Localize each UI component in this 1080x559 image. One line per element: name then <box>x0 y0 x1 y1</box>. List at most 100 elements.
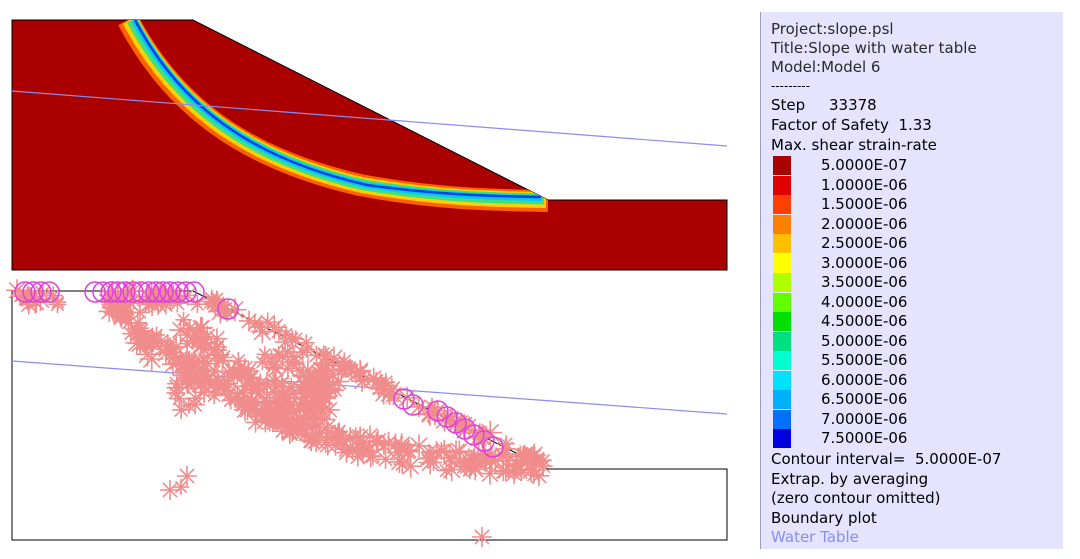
water-table-line-top <box>11 90 728 147</box>
slope-domain <box>11 19 728 271</box>
plastic-circle <box>84 281 106 303</box>
plastic-star <box>305 389 330 414</box>
plastic-star <box>297 407 319 428</box>
plastic-star <box>439 408 462 432</box>
plastic-star <box>376 449 395 469</box>
level-label: 4.0000E-06 <box>821 292 908 311</box>
plastic-star <box>206 328 228 350</box>
plastic-star <box>203 338 228 362</box>
level-swatch <box>773 195 791 214</box>
quantity-label: Max. shear strain-rate <box>771 136 937 154</box>
plastic-star <box>185 388 206 409</box>
plastic-star <box>407 434 431 458</box>
fos-label: Factor of Safety <box>771 116 889 134</box>
fos-row: Factor of Safety 1.33 <box>771 116 932 135</box>
step-value: 33378 <box>829 96 877 114</box>
plastic-star <box>439 457 464 482</box>
plastic-circle <box>463 424 485 446</box>
level-label: 5.5000E-06 <box>821 351 908 369</box>
plastic-star <box>478 462 501 485</box>
plastic-star <box>471 426 493 448</box>
plastic-star <box>166 377 188 399</box>
plastic-star <box>160 480 180 500</box>
plastic-star <box>437 462 455 480</box>
plastic-star <box>263 407 286 431</box>
plastic-circle <box>138 281 160 303</box>
plastic-star <box>348 446 368 467</box>
plastic-star <box>273 422 292 441</box>
plastic-star <box>276 357 300 380</box>
level-swatch <box>773 370 791 390</box>
level-label: 3.0000E-06 <box>821 253 908 272</box>
plastic-star <box>448 440 470 462</box>
plastic-circle <box>107 281 129 303</box>
plastic-star <box>238 310 260 332</box>
plastic-circle <box>30 281 52 303</box>
plastic-circle <box>22 281 44 303</box>
level-swatch <box>773 409 791 429</box>
plasticity-plot <box>6 279 728 547</box>
plastic-star <box>387 442 408 463</box>
plastic-star <box>329 432 347 449</box>
plastic-star <box>173 479 189 495</box>
project-name: Project:slope.psl <box>771 20 894 38</box>
plastic-star <box>352 438 372 458</box>
plastic-star <box>219 363 239 382</box>
plastic-star <box>465 446 484 464</box>
level-swatch <box>773 390 791 409</box>
level-swatch <box>773 351 791 370</box>
plastic-star <box>167 293 187 313</box>
level-label: 2.0000E-06 <box>821 214 908 233</box>
level-swatch <box>773 175 791 195</box>
plastic-star <box>511 445 529 463</box>
zero-contour-note: (zero contour omitted) <box>771 489 941 507</box>
contour-interval-value: 5.0000E-07 <box>914 450 1002 468</box>
plastic-circle <box>183 281 205 303</box>
level-label: 6.5000E-06 <box>821 390 908 408</box>
level-label: 6.0000E-06 <box>821 370 908 389</box>
plastic-star <box>168 347 192 370</box>
level-swatch <box>773 156 791 175</box>
strain-rate-contour-plot <box>11 19 728 271</box>
plastic-star <box>359 425 381 447</box>
plastic-star <box>503 459 525 480</box>
plastic-star <box>281 396 300 415</box>
level-label: 1.5000E-06 <box>821 195 908 213</box>
plastic-star <box>366 371 386 392</box>
level-label: 7.5000E-06 <box>821 429 908 447</box>
plastic-circle <box>159 281 181 303</box>
plastic-star <box>274 331 296 353</box>
plastic-star <box>175 369 199 393</box>
plastic-circle <box>217 298 239 320</box>
plastic-circle <box>114 281 136 303</box>
model-name: Model:Model 6 <box>771 58 881 76</box>
level-label: 5.0000E-07 <box>821 156 908 174</box>
plastic-star <box>188 295 207 314</box>
shear-band <box>118 20 549 212</box>
step-label: Step <box>771 96 806 114</box>
plastic-star <box>169 318 192 342</box>
boundary-label: Boundary plot <box>771 509 877 527</box>
level-label: 2.5000E-06 <box>821 234 908 252</box>
plastic-star <box>330 422 348 441</box>
plastic-star <box>245 314 265 334</box>
plastic-star <box>466 458 485 477</box>
level-swatch <box>773 214 791 234</box>
plastic-star <box>139 295 159 314</box>
level-label: 3.5000E-06 <box>821 273 908 291</box>
plastic-star <box>233 365 250 382</box>
plastic-circle <box>130 281 152 303</box>
contour-interval: Contour interval= 5.0000E-07 <box>771 450 1001 469</box>
level-swatch <box>773 273 791 292</box>
project-title: Title:Slope with water table <box>771 39 977 57</box>
slope-boundary <box>11 290 728 541</box>
plastic-star <box>533 456 553 476</box>
plastic-star <box>335 352 354 371</box>
separator: --------- <box>771 79 810 93</box>
water-table-label: Water Table <box>771 528 859 546</box>
level-swatch <box>773 429 791 448</box>
plastic-star <box>195 350 213 367</box>
plastic-circle <box>100 281 122 303</box>
plastic-circle <box>167 281 189 303</box>
plastic-star <box>128 320 145 338</box>
